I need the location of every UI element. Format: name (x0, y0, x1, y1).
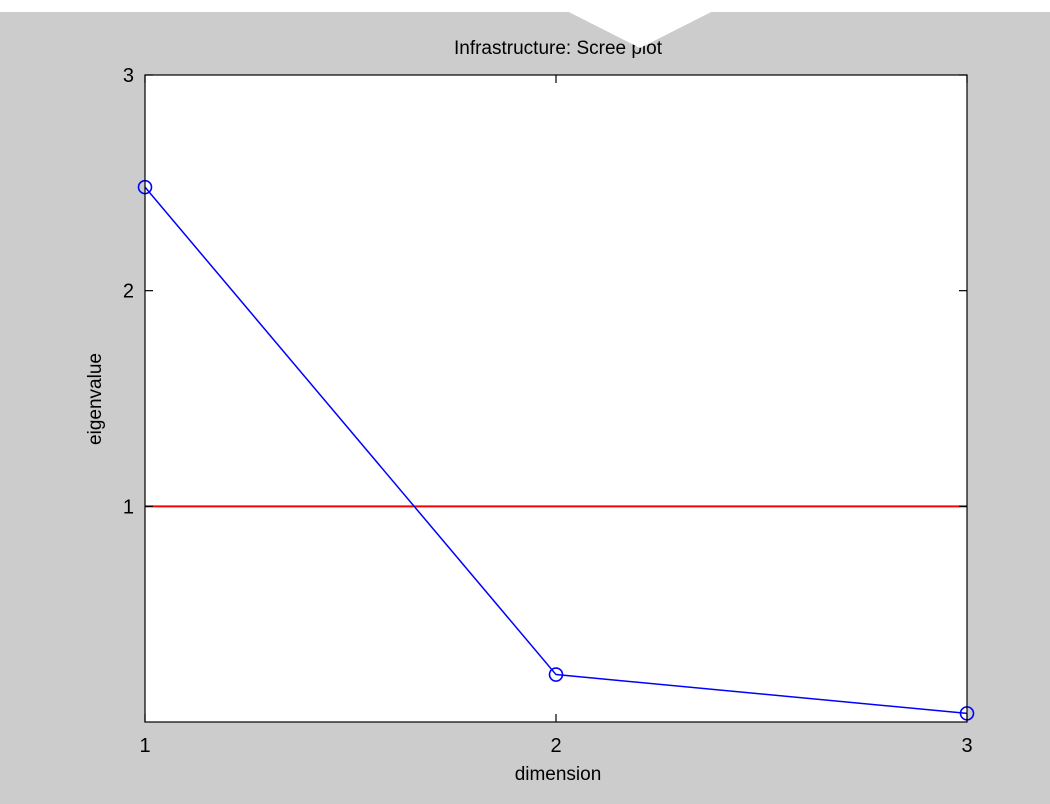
x-axis-ticks: 1 2 3 (139, 75, 973, 757)
chart-title: Infrastructure: Scree plot (454, 38, 663, 59)
axes-background (145, 75, 967, 722)
x-axis-label: dimension (515, 764, 602, 785)
series-line (144, 186, 968, 715)
x-tick-label: 3 (961, 735, 972, 757)
x-tick-label: 2 (550, 735, 561, 757)
y-tick-label: 2 (123, 281, 134, 303)
y-tick-label: 3 (123, 65, 134, 87)
y-tick-label: 1 (123, 496, 134, 518)
data-point (548, 667, 564, 682)
y-axis-ticks: 1 2 3 (123, 65, 967, 518)
x-tick-label: 1 (139, 735, 150, 757)
y-axis-label: eigenvalue (85, 353, 106, 445)
